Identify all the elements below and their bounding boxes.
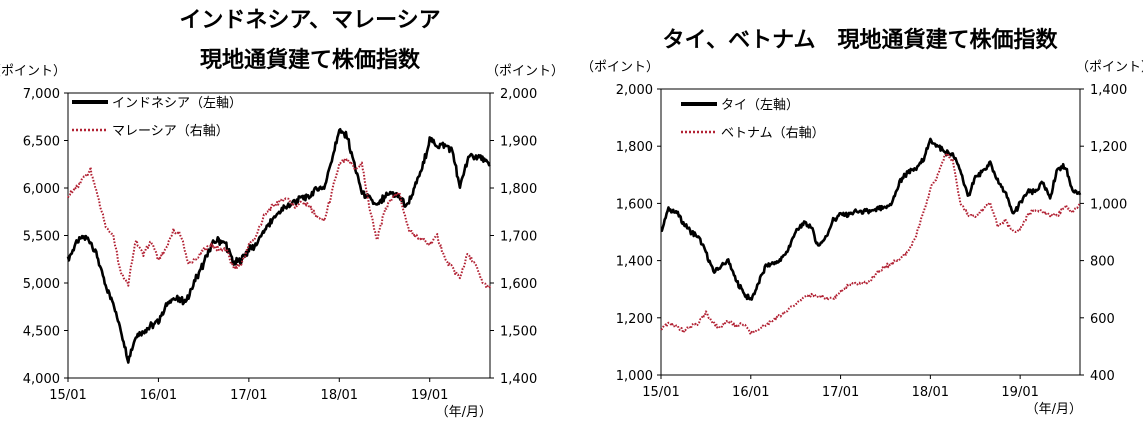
right-tick-label: 1,500: [500, 325, 537, 340]
right-axis-unit: （ポイント）: [1076, 60, 1143, 75]
x-tick-label: 19/01: [411, 388, 448, 403]
left-tick-label: 1,800: [616, 140, 653, 155]
x-tick-label: 19/01: [1001, 385, 1038, 400]
x-tick-label: 17/01: [822, 385, 859, 400]
x-tick-label: 18/01: [912, 385, 949, 400]
right-tick-label: 400: [1090, 369, 1115, 384]
right-tick-label: 1,900: [500, 135, 537, 150]
chart-2-title: タイ、ベトナム 現地通貨建て株価指数: [600, 22, 1120, 60]
right-tick-label: 1,800: [500, 182, 537, 197]
left-tick-label: 2,000: [616, 83, 653, 98]
left-tick-label: 5,500: [23, 230, 60, 245]
right-tick-label: 1,400: [1090, 83, 1127, 98]
chart-1-title-line-1: インドネシア、マレーシア: [179, 8, 441, 33]
left-tick-label: 6,000: [23, 182, 60, 197]
right-tick-label: 1,000: [1090, 197, 1127, 212]
right-axis-unit: （ポイント）: [486, 64, 564, 79]
right-tick-label: 1,400: [500, 372, 537, 387]
right-tick-label: 1,700: [500, 230, 537, 245]
left-tick-label: 1,400: [616, 255, 653, 270]
left-axis-unit: （ポイント）: [0, 64, 66, 79]
x-tick-label: 15/01: [49, 388, 86, 403]
series-line-0: [66, 128, 491, 364]
left-axis-unit: （ポイント）: [581, 60, 659, 75]
x-tick-label: 15/01: [642, 385, 679, 400]
x-tick-label: 17/01: [230, 388, 267, 403]
legend-label-1: ベトナム（右軸）: [721, 126, 825, 141]
right-tick-label: 600: [1090, 312, 1115, 327]
left-tick-label: 7,000: [23, 87, 60, 102]
chart-2-title-line-1: タイ、ベトナム 現地通貨建て株価指数: [662, 28, 1058, 53]
x-tick-label: 16/01: [732, 385, 769, 400]
right-tick-label: 1,600: [500, 277, 537, 292]
x-axis-unit: （年/月）: [1026, 402, 1082, 417]
legend-label-1: マレーシア（右軸）: [112, 124, 229, 139]
series-line-1: [660, 153, 1081, 336]
right-tick-label: 1,200: [1090, 140, 1127, 155]
left-tick-label: 1,000: [616, 369, 653, 384]
right-tick-label: 2,000: [500, 87, 537, 102]
series-line-0: [660, 137, 1082, 301]
series-line-1: [67, 157, 491, 289]
chart-thailand-vietnam: （ポイント） （ポイント） （年/月） 1,000 1,200 1,400 1,600 1,8…: [581, 60, 1143, 417]
chart-1-title: インドネシア、マレーシア 現地通貨建て株価指数: [100, 2, 520, 82]
left-tick-label: 4,500: [23, 325, 60, 340]
x-tick-label: 18/01: [321, 388, 358, 403]
left-tick-label: 1,200: [616, 312, 653, 327]
right-tick-label: 800: [1090, 255, 1115, 270]
chart-1-title-line-2: 現地通貨建て株価指数: [199, 48, 420, 73]
left-tick-label: 4,000: [23, 372, 60, 387]
x-tick-label: 16/01: [140, 388, 177, 403]
left-tick-label: 6,500: [23, 135, 60, 150]
x-axis-unit: （年/月）: [436, 405, 492, 420]
legend-label-0: インドネシア（左軸）: [112, 96, 242, 111]
left-tick-label: 5,000: [23, 277, 60, 292]
left-tick-label: 1,600: [616, 197, 653, 212]
chart-indonesia-malaysia: （ポイント） （ポイント） （年/月） 4,000 4,500 5,000 5,500 6,0…: [0, 64, 564, 420]
legend-label-0: タイ（左軸）: [721, 98, 799, 113]
plot-frame: [660, 88, 1081, 376]
